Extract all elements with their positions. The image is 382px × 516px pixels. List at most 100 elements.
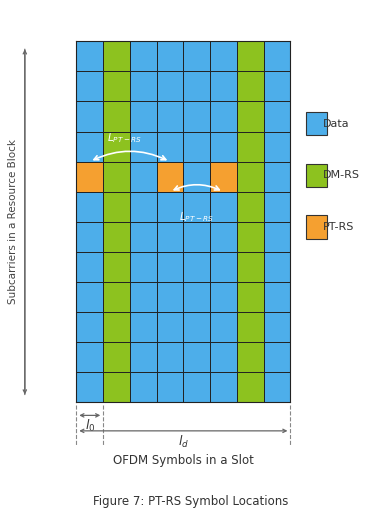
Bar bbox=[210, 312, 237, 342]
Bar bbox=[103, 41, 130, 71]
Bar bbox=[210, 102, 237, 132]
Bar bbox=[210, 373, 237, 402]
Bar bbox=[157, 222, 183, 252]
Bar bbox=[130, 41, 157, 71]
Bar bbox=[103, 252, 130, 282]
Text: PT-RS: PT-RS bbox=[323, 222, 354, 232]
Bar bbox=[103, 162, 130, 192]
Bar bbox=[103, 342, 130, 373]
Bar bbox=[130, 373, 157, 402]
Bar bbox=[210, 41, 237, 71]
Bar bbox=[183, 282, 210, 312]
Bar bbox=[130, 192, 157, 222]
Bar bbox=[76, 132, 103, 162]
Bar bbox=[210, 162, 237, 192]
Bar bbox=[157, 312, 183, 342]
Bar bbox=[103, 282, 130, 312]
Text: Figure 7: PT-RS Symbol Locations: Figure 7: PT-RS Symbol Locations bbox=[93, 495, 289, 508]
Bar bbox=[210, 71, 237, 102]
Bar bbox=[157, 342, 183, 373]
Bar bbox=[264, 192, 290, 222]
Bar bbox=[237, 342, 264, 373]
Bar bbox=[103, 312, 130, 342]
Bar bbox=[237, 373, 264, 402]
Bar bbox=[76, 312, 103, 342]
Bar bbox=[264, 312, 290, 342]
Text: OFDM Symbols in a Slot: OFDM Symbols in a Slot bbox=[113, 454, 254, 467]
Bar bbox=[157, 373, 183, 402]
Bar bbox=[103, 192, 130, 222]
Bar bbox=[76, 373, 103, 402]
Bar bbox=[130, 132, 157, 162]
Bar bbox=[237, 222, 264, 252]
Bar bbox=[264, 132, 290, 162]
Bar bbox=[76, 252, 103, 282]
Text: Subcarriers in a Resource Block: Subcarriers in a Resource Block bbox=[8, 139, 18, 304]
Bar bbox=[76, 222, 103, 252]
Bar bbox=[210, 132, 237, 162]
Bar bbox=[130, 102, 157, 132]
Bar bbox=[237, 41, 264, 71]
Bar bbox=[183, 132, 210, 162]
Bar bbox=[183, 342, 210, 373]
Bar bbox=[264, 342, 290, 373]
Bar bbox=[237, 312, 264, 342]
Bar bbox=[237, 282, 264, 312]
Bar bbox=[183, 252, 210, 282]
Bar bbox=[183, 373, 210, 402]
Bar bbox=[157, 71, 183, 102]
Bar bbox=[264, 41, 290, 71]
Bar bbox=[237, 71, 264, 102]
Bar bbox=[130, 222, 157, 252]
Bar bbox=[264, 373, 290, 402]
Bar bbox=[237, 102, 264, 132]
Bar bbox=[76, 102, 103, 132]
Bar bbox=[237, 132, 264, 162]
Bar bbox=[183, 162, 210, 192]
Bar bbox=[183, 192, 210, 222]
Bar bbox=[237, 192, 264, 222]
Bar bbox=[157, 41, 183, 71]
Bar bbox=[103, 132, 130, 162]
Bar bbox=[264, 222, 290, 252]
Bar bbox=[157, 252, 183, 282]
Bar bbox=[210, 252, 237, 282]
Bar bbox=[130, 312, 157, 342]
Bar bbox=[157, 192, 183, 222]
Bar bbox=[103, 71, 130, 102]
Bar bbox=[264, 71, 290, 102]
Bar bbox=[76, 162, 103, 192]
Bar bbox=[157, 282, 183, 312]
Bar bbox=[237, 252, 264, 282]
Bar bbox=[130, 342, 157, 373]
Bar bbox=[130, 252, 157, 282]
Bar bbox=[76, 41, 103, 71]
Bar bbox=[157, 132, 183, 162]
Bar bbox=[264, 102, 290, 132]
Bar bbox=[76, 282, 103, 312]
Text: DM-RS: DM-RS bbox=[323, 170, 360, 181]
Bar bbox=[210, 282, 237, 312]
Bar bbox=[103, 373, 130, 402]
Bar bbox=[210, 192, 237, 222]
Bar bbox=[157, 102, 183, 132]
Bar bbox=[130, 71, 157, 102]
Bar bbox=[157, 162, 183, 192]
Bar bbox=[76, 342, 103, 373]
Bar bbox=[103, 222, 130, 252]
Text: $L_{PT-RS}$: $L_{PT-RS}$ bbox=[107, 132, 142, 145]
Bar bbox=[183, 312, 210, 342]
Bar bbox=[264, 162, 290, 192]
Bar bbox=[264, 252, 290, 282]
Bar bbox=[183, 41, 210, 71]
Bar bbox=[130, 282, 157, 312]
Bar bbox=[264, 282, 290, 312]
Bar bbox=[130, 162, 157, 192]
Text: $L_{PT-RS}$: $L_{PT-RS}$ bbox=[179, 210, 214, 223]
Bar bbox=[76, 192, 103, 222]
Bar bbox=[183, 222, 210, 252]
Bar bbox=[210, 222, 237, 252]
Bar bbox=[183, 71, 210, 102]
Bar bbox=[237, 162, 264, 192]
Text: $l_0$: $l_0$ bbox=[84, 418, 95, 434]
